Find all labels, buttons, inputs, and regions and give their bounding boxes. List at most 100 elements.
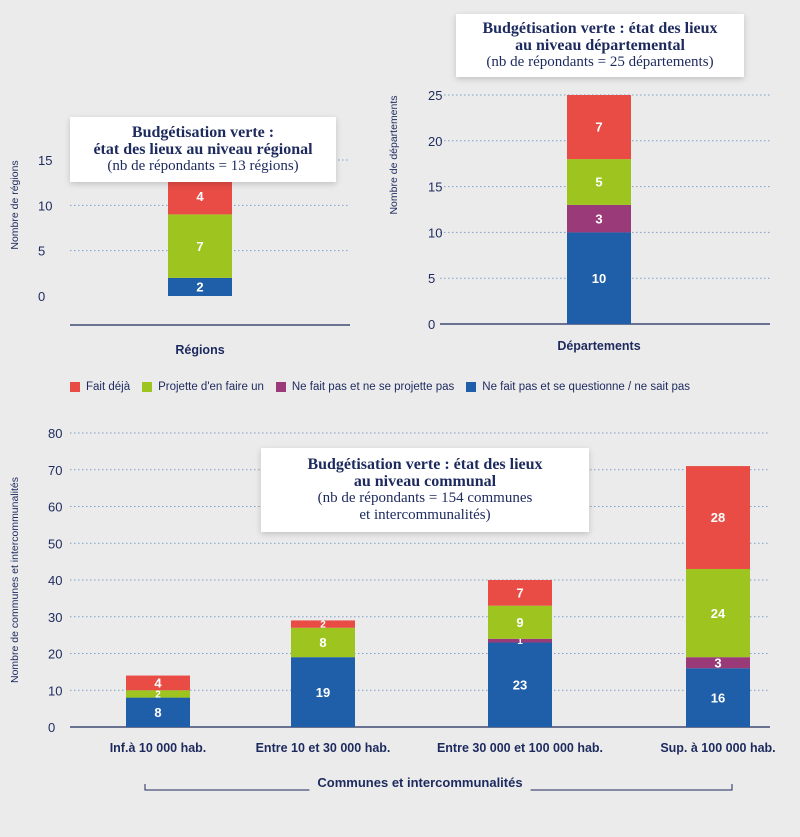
communal-bar-fait bbox=[488, 580, 552, 606]
communal-y-tick-label: 0 bbox=[48, 720, 55, 735]
legend-swatch-questionne bbox=[466, 382, 477, 392]
communal-data-label: 8 bbox=[319, 635, 326, 650]
legend: Fait déjà Projette d'en faire un Ne fait… bbox=[70, 381, 702, 393]
regional-y-tick-label: 10 bbox=[38, 198, 52, 213]
legend-item-projette: Projette d'en faire un bbox=[142, 381, 264, 393]
legend-label-questionne: Ne fait pas et se questionne / ne sait p… bbox=[482, 381, 691, 393]
communal-category-label: Entre 10 et 30 000 hab. bbox=[256, 741, 391, 755]
departemental-bar-projette bbox=[567, 159, 631, 205]
communal-bar-nefait bbox=[488, 638, 552, 643]
communal-data-label: 2 bbox=[155, 690, 161, 701]
communal-data-label: 4 bbox=[154, 676, 162, 691]
communal-data-label: 9 bbox=[516, 615, 523, 630]
departemental-bar-questionne bbox=[567, 232, 631, 324]
departemental-y-tick-label: 25 bbox=[428, 88, 442, 103]
communal-y-tick-label: 10 bbox=[48, 683, 62, 698]
communal-bar-nefait bbox=[686, 657, 750, 669]
legend-label-fait: Fait déjà bbox=[86, 381, 131, 393]
communal-data-label: 24 bbox=[711, 606, 726, 621]
legend-swatch-fait bbox=[70, 382, 80, 392]
communal-bar-fait bbox=[291, 620, 355, 628]
communal-bar-questionne bbox=[686, 668, 750, 727]
communal-category-label: Entre 30 000 et 100 000 hab. bbox=[437, 741, 603, 755]
communal-y-tick-label: 30 bbox=[48, 610, 62, 625]
departemental-title-box: Budgétisation verte : état des lieux au … bbox=[456, 14, 744, 77]
departemental-y-tick-label: 15 bbox=[428, 180, 442, 195]
departemental-data-label: 10 bbox=[592, 271, 606, 286]
regional-data-label: 2 bbox=[196, 280, 203, 295]
legend-swatch-projette bbox=[142, 382, 153, 392]
legend-swatch-nefait bbox=[275, 382, 286, 392]
communal-x-axis-label: Communes et intercommunalités bbox=[317, 775, 522, 790]
communal-x-axis-label-background bbox=[309, 773, 531, 792]
communal-data-label: 19 bbox=[316, 685, 330, 700]
communal-title-box: Budgétisation verte : état des lieux au … bbox=[261, 448, 589, 532]
regional-title-line3: (nb de répondants = 13 régions) bbox=[107, 158, 299, 174]
communal-data-label: 2 bbox=[320, 620, 326, 631]
communal-data-label: 3 bbox=[714, 655, 721, 670]
regional-y-tick-label: 15 bbox=[38, 153, 52, 168]
regional-title-box: Budgétisation verte : état des lieux au … bbox=[70, 117, 336, 182]
regional-category-label: Régions bbox=[175, 343, 224, 357]
departemental-y-tick-label: 20 bbox=[428, 134, 442, 149]
legend-item-questionne: Ne fait pas et se questionne / ne sait p… bbox=[466, 381, 690, 393]
regional-data-label: 7 bbox=[196, 239, 203, 254]
departemental-title-line2: au niveau départemental bbox=[515, 37, 685, 54]
communal-y-tick-label: 70 bbox=[48, 463, 62, 478]
communal-bar-questionne bbox=[291, 657, 355, 727]
departemental-y-axis-label: Nombre de départements bbox=[388, 95, 400, 214]
regional-y-axis-label: Nombre de régions bbox=[9, 160, 21, 249]
communal-y-tick-label: 50 bbox=[48, 536, 62, 551]
communal-bar-questionne bbox=[126, 697, 190, 727]
communal-data-label: 23 bbox=[513, 677, 527, 692]
regional-y-tick-label: 5 bbox=[38, 244, 45, 259]
regional-title-line1: Budgétisation verte : bbox=[131, 124, 275, 141]
communal-title-line3: (nb de répondants = 154 communes bbox=[317, 490, 533, 506]
communal-data-label: 16 bbox=[711, 690, 725, 705]
legend-item-fait: Fait déjà bbox=[70, 381, 130, 393]
regional-y-tick-label: 0 bbox=[38, 289, 45, 304]
communal-bar-projette bbox=[126, 690, 190, 698]
communal-bar-questionne bbox=[488, 642, 552, 727]
communal-title-line2: au niveau communal bbox=[353, 473, 497, 490]
communal-data-label: 1 bbox=[517, 636, 523, 647]
departemental-title-line1: Budgétisation verte : état des lieux bbox=[482, 20, 718, 37]
departemental-title-line3: (nb de répondants = 25 départements) bbox=[486, 54, 714, 70]
regional-bar-questionne bbox=[168, 277, 232, 296]
legend-item-nefait: Ne fait pas et ne se projette pas bbox=[275, 381, 455, 393]
communal-y-axis-label: Nombre de communes et intercommunalités bbox=[9, 477, 21, 683]
legend-label-nefait: Ne fait pas et ne se projette pas bbox=[291, 381, 455, 393]
communal-y-tick-label: 20 bbox=[48, 647, 62, 662]
communal-y-tick-label: 60 bbox=[48, 500, 62, 515]
communal-category-label: Sup. à 100 000 hab. bbox=[660, 741, 775, 755]
departemental-bar-fait bbox=[567, 95, 631, 160]
communal-y-tick-label: 80 bbox=[48, 426, 62, 441]
communal-data-label: 28 bbox=[711, 510, 725, 525]
departemental-data-label: 5 bbox=[595, 175, 602, 190]
regional-bar-projette bbox=[168, 214, 232, 278]
departemental-bar-nefait bbox=[567, 204, 631, 233]
regional-title-line2: état des lieux au niveau régional bbox=[93, 141, 313, 158]
communal-y-tick-label: 40 bbox=[48, 573, 62, 588]
communal-bar-projette bbox=[686, 568, 750, 658]
departemental-category-label: Départements bbox=[557, 339, 640, 353]
communal-title-line4: et intercommunalités) bbox=[359, 507, 491, 523]
communal-bar-projette bbox=[488, 605, 552, 639]
communal-bar-projette bbox=[291, 627, 355, 658]
communal-bar-fait bbox=[126, 675, 190, 691]
communal-data-label: 8 bbox=[154, 705, 161, 720]
communal-bar-fait bbox=[686, 466, 750, 569]
communal-title-line1: Budgétisation verte : état des lieux bbox=[307, 456, 543, 473]
departemental-y-tick-label: 5 bbox=[428, 271, 435, 286]
regional-bar-fait bbox=[168, 178, 232, 215]
legend-label-projette: Projette d'en faire un bbox=[158, 381, 264, 393]
departemental-data-label: 3 bbox=[595, 211, 602, 226]
departemental-data-label: 7 bbox=[595, 120, 602, 135]
regional-data-label: 4 bbox=[196, 189, 204, 204]
communal-category-label: Inf.à 10 000 hab. bbox=[110, 741, 207, 755]
departemental-y-tick-label: 0 bbox=[428, 317, 435, 332]
departemental-y-tick-label: 10 bbox=[428, 225, 442, 240]
communal-data-label: 7 bbox=[516, 586, 523, 601]
